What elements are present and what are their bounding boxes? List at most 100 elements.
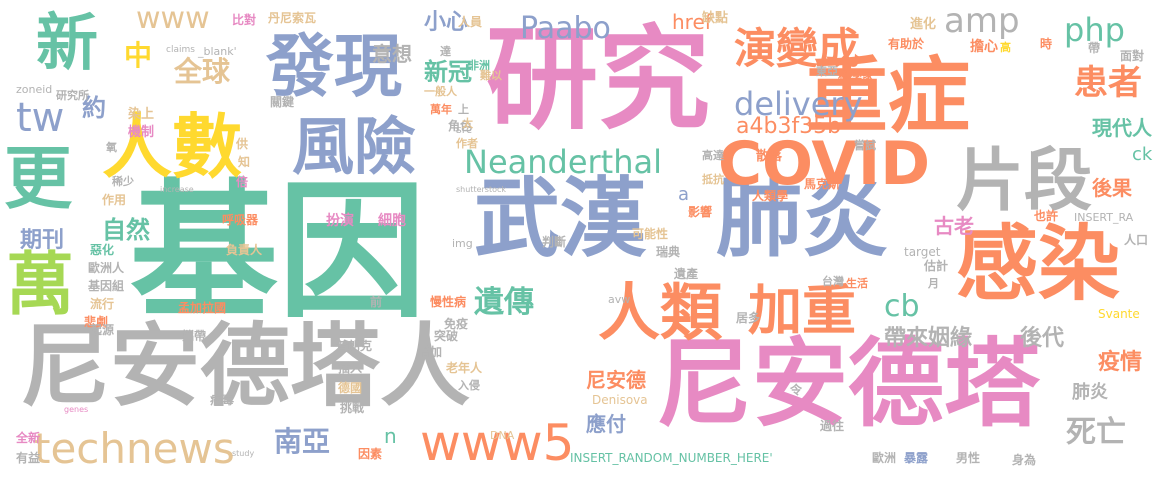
word-zhongzheng: 重症 (806, 49, 971, 144)
word-yibanren: 一般人 (424, 85, 457, 98)
word-jizhi: 機制 (128, 125, 155, 140)
word-banyan: 扮演 (326, 213, 354, 229)
word-dailaiyinyuan: 帶來姻緣 (884, 326, 973, 351)
word-niandeta: 尼安德塔 (656, 328, 1040, 440)
word-guji: 估計 (924, 259, 949, 273)
word-zhong-small: 中 (124, 39, 153, 72)
word-yexu: 也許 (1034, 209, 1059, 223)
word-paabo: Paabo (520, 11, 611, 46)
word-yingxiang: 影響 (688, 205, 713, 219)
word-ranshang: 染上 (128, 107, 155, 122)
word-danxin: 擔心 (970, 39, 998, 55)
word-href: href (672, 10, 712, 34)
word-feiyan-large: 肺炎 (716, 169, 888, 269)
word-increase: increase (160, 185, 194, 194)
word-mianyi: 免疫 (444, 317, 469, 331)
word-jiyin: 基因 (130, 166, 426, 338)
word-juduo: 居多 (736, 311, 761, 325)
word-zuozhe: 作者 (456, 137, 478, 150)
word-jiazhong: 加重 (748, 279, 856, 342)
word-houguo: 後果 (1092, 176, 1132, 200)
word-target: target (904, 245, 941, 259)
word-liuxing: 流行 (90, 297, 115, 311)
word-genes: genes (64, 405, 89, 414)
word-sanluo: 散落 (756, 149, 783, 164)
word-xinguan: 新冠 (424, 58, 472, 86)
word-da: 達 (440, 45, 451, 58)
word-guanjian: 關鍵 (270, 95, 295, 109)
word-yanbiancheng: 演變成 (734, 24, 861, 73)
word-yixiang: 意想 (372, 42, 412, 66)
word-faxian: 發現 (266, 28, 403, 107)
word-fengxian: 風險 (292, 110, 417, 183)
word-huxiqi: 呼吸器 (222, 213, 259, 227)
word-tw: tw (16, 95, 65, 141)
word-yue-month: 月 (928, 277, 939, 290)
word-bidui: 比對 (232, 13, 257, 27)
word-ruidian: 瑞典 (656, 245, 681, 259)
word-ck: ck (1132, 144, 1153, 165)
word-study: study (232, 449, 255, 458)
word-amp: amp (944, 1, 1020, 41)
word-ziran: 自然 (102, 216, 150, 244)
word-renkou: 人口 (1124, 233, 1149, 247)
word-yichan: 遺產 (674, 267, 699, 281)
word-mengjialaguo: 孟加拉國 (178, 301, 227, 315)
word-tai: 太 (462, 117, 473, 130)
word-kenengxing: 可能性 (632, 227, 669, 241)
word-dikang: 抵抗 (702, 173, 724, 186)
word-makesi: 馬克斯 (804, 177, 841, 191)
word-claims: claims (166, 45, 195, 55)
word-neanderthal: Neanderthal (464, 143, 662, 181)
word-tiaozhan: 挑戰 (340, 401, 365, 415)
word-nanya: 南亞 (274, 425, 331, 458)
word-zhi: 知 (238, 155, 251, 169)
word-gaoda: 高達 (702, 149, 724, 162)
word-bingdu: 病毒 (210, 393, 235, 407)
word-geng: 更 (4, 140, 73, 219)
word-guowang: 過往 (820, 419, 845, 433)
word-avw: avw (608, 293, 631, 306)
word-dongya: 東亞 (816, 65, 838, 78)
word-www: www (136, 1, 210, 36)
word-ling: 令 (790, 383, 803, 397)
word-huanzhe: 患者 (1074, 63, 1142, 103)
word-ruqin: 入侵 (458, 379, 480, 392)
word-zengjia: 增加 (418, 345, 443, 359)
word-renshu: 人數 (102, 106, 242, 188)
word-feizhou: 非洲 (468, 59, 490, 72)
word-zoneid: zoneid (16, 83, 53, 96)
word-houdai: 後代 (1020, 326, 1065, 351)
word-n: n (384, 424, 397, 448)
word-a: a (678, 184, 690, 205)
word-juese: 角色 (448, 119, 473, 133)
word-wuhan: 武漢 (474, 169, 646, 269)
word-blank: _blank' (198, 45, 237, 58)
word-xiedai: 攜帶 (182, 329, 207, 343)
word-quanqiu: 全球 (174, 55, 231, 88)
word-yang: 氧 (106, 141, 117, 154)
word-kexuejia: 科學家 (838, 69, 875, 83)
word-ganran: 感染 (956, 217, 1121, 312)
word-shang: 上 (458, 103, 469, 116)
word-shi: 時 (1040, 37, 1053, 51)
word-qikan: 期刊 (20, 228, 65, 253)
word-jinhua: 進化 (910, 17, 937, 32)
word-dai: 帶 (1088, 41, 1101, 55)
word-panduan: 判斷 (542, 235, 567, 249)
word-yanjiu: 研究 (486, 15, 710, 145)
word-niande-small: 尼安德 (586, 368, 646, 392)
word-php: php (1064, 11, 1125, 49)
word-baolu: 暴露 (904, 451, 929, 465)
word-shutterstock: shutterstock (456, 185, 507, 194)
word-quanxin: 全新 (16, 431, 41, 445)
word-qian: 前 (370, 295, 383, 309)
word-img: img (452, 237, 473, 250)
word-svante: Svante (1098, 307, 1140, 321)
word-wan: 萬 (6, 246, 75, 325)
word-yinsu: 因素 (358, 447, 383, 461)
word-taiwan: 台灣 (822, 275, 844, 288)
word-yichuan: 遺傳 (474, 285, 534, 320)
word-denisova: Denisova (592, 393, 648, 407)
word-gong: 供 (236, 137, 249, 151)
